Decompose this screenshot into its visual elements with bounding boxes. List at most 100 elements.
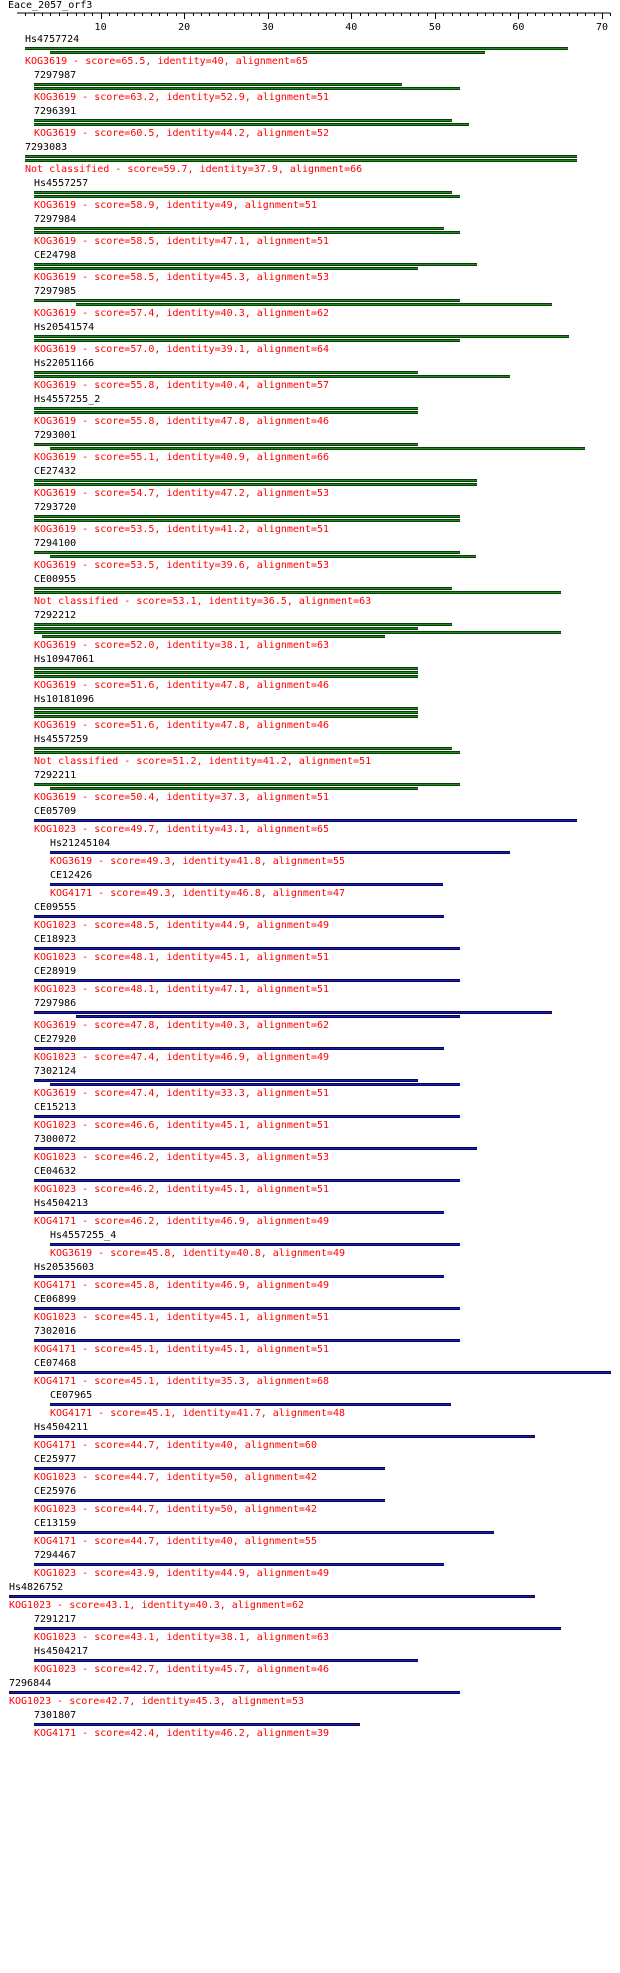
hit-segment-bar xyxy=(34,411,418,414)
sequence-ruler: 10 20 30 40 50 60 70 xyxy=(17,12,611,33)
hit-info: KOG3619 - score=55.8, identity=40.4, ali… xyxy=(34,380,330,391)
hit-segment-bar xyxy=(9,1691,460,1694)
hit-segment-bar xyxy=(34,819,577,822)
hit-name: 7302124 xyxy=(34,1066,77,1077)
hit-name: 7297984 xyxy=(34,214,77,225)
hit-name: Hs4557257 xyxy=(34,178,89,189)
hit-info: KOG3619 - score=47.4, identity=33.3, ali… xyxy=(34,1088,330,1099)
hit-segment-bar xyxy=(34,671,418,674)
hit-segment-bar xyxy=(42,635,385,638)
hit-name: Hs10947061 xyxy=(34,654,95,665)
hit-segment-bar xyxy=(34,783,460,786)
hit-info: KOG1023 - score=47.4, identity=46.9, ali… xyxy=(34,1052,330,1063)
hit-name: 7302016 xyxy=(34,1326,77,1337)
ruler-tick-label: 70 xyxy=(596,22,608,33)
hit-name: 7292211 xyxy=(34,770,77,781)
hit-segment-bar xyxy=(34,515,460,518)
hit-segment-bar xyxy=(34,1467,385,1470)
hit-info: KOG3619 - score=60.5, identity=44.2, ali… xyxy=(34,128,330,139)
hit-info: KOG1023 - score=42.7, identity=45.3, ali… xyxy=(9,1696,305,1707)
hit-info: KOG3619 - score=58.5, identity=45.3, ali… xyxy=(34,272,330,283)
hit-segment-bar xyxy=(9,1595,535,1598)
hit-segment-bar xyxy=(34,191,452,194)
hit-segment-bar xyxy=(34,375,510,378)
hit-segment-bar xyxy=(50,1403,451,1406)
hit-info: KOG4171 - score=49.3, identity=46.8, ali… xyxy=(50,888,346,899)
hit-segment-bar xyxy=(34,1211,444,1214)
hit-name: 7297987 xyxy=(34,70,77,81)
hit-segment-bar xyxy=(34,1339,460,1342)
hit-info: Not classified - score=51.2, identity=41… xyxy=(34,756,372,767)
hit-segment-bar xyxy=(34,1723,360,1726)
hit-segment-bar xyxy=(34,623,452,626)
hit-name: 7293083 xyxy=(25,142,68,153)
hit-segment-bar xyxy=(34,371,418,374)
hit-segment-bar xyxy=(50,555,476,558)
hit-name: CE07468 xyxy=(34,1358,77,1369)
hit-info: KOG1023 - score=44.7, identity=50, align… xyxy=(34,1504,317,1515)
hit-info: KOG1023 - score=45.1, identity=45.1, ali… xyxy=(34,1312,330,1323)
hit-info: KOG3619 - score=65.5, identity=40, align… xyxy=(25,56,308,67)
hit-segment-bar xyxy=(50,787,418,790)
hit-info: KOG4171 - score=45.1, identity=41.7, ali… xyxy=(50,1408,346,1419)
hit-segment-bar xyxy=(34,227,444,230)
hit-name: Hs4826752 xyxy=(9,1582,64,1593)
hit-name: 7291217 xyxy=(34,1614,77,1625)
hit-segment-bar xyxy=(34,1147,477,1150)
hit-name: Hs20541574 xyxy=(34,322,95,333)
hit-name: 7294467 xyxy=(34,1550,77,1561)
hit-info: KOG1023 - score=49.7, identity=43.1, ali… xyxy=(34,824,330,835)
hit-name: Hs4504217 xyxy=(34,1646,89,1657)
hit-info: KOG3619 - score=58.5, identity=47.1, ali… xyxy=(34,236,330,247)
hit-info: KOG3619 - score=57.4, identity=40.3, ali… xyxy=(34,308,330,319)
hit-info: KOG3619 - score=53.5, identity=39.6, ali… xyxy=(34,560,330,571)
hit-segment-bar xyxy=(50,447,585,450)
hit-name: Hs4757724 xyxy=(25,34,80,45)
hit-segment-bar xyxy=(34,1531,494,1534)
hit-segment-bar xyxy=(34,675,418,678)
hit-segment-bar xyxy=(34,1435,535,1438)
hit-segment-bar xyxy=(34,479,477,482)
hit-name: Hs4557259 xyxy=(34,734,89,745)
ruler-tick-label: 50 xyxy=(429,22,441,33)
hit-info: KOG1023 - score=46.6, identity=45.1, ali… xyxy=(34,1120,330,1131)
hit-segment-bar xyxy=(34,1275,444,1278)
hit-info: KOG4171 - score=45.1, identity=45.1, ali… xyxy=(34,1344,330,1355)
hit-name: Hs4557255_2 xyxy=(34,394,101,405)
hit-name: 7300072 xyxy=(34,1134,77,1145)
hit-name: CE28919 xyxy=(34,966,77,977)
hit-segment-bar xyxy=(25,47,568,50)
hit-name: CE25977 xyxy=(34,1454,77,1465)
ruler-tick-label: 40 xyxy=(345,22,357,33)
hit-segment-bar xyxy=(34,87,460,90)
hit-name: Hs22051166 xyxy=(34,358,95,369)
hit-info: KOG3619 - score=47.8, identity=40.3, ali… xyxy=(34,1020,330,1031)
hit-segment-bar xyxy=(34,1011,552,1014)
hit-name: CE00955 xyxy=(34,574,77,585)
hit-segment-bar xyxy=(76,303,552,306)
hit-segment-bar xyxy=(34,1047,444,1050)
hit-segment-bar xyxy=(34,519,460,522)
hit-info: KOG3619 - score=55.8, identity=47.8, ali… xyxy=(34,416,330,427)
ruler-tick-label: 10 xyxy=(95,22,107,33)
hit-name: CE09555 xyxy=(34,902,77,913)
hit-segment-bar xyxy=(34,591,561,594)
hit-segment-bar xyxy=(50,851,510,854)
hit-info: Not classified - score=59.7, identity=37… xyxy=(25,164,363,175)
hit-segment-bar xyxy=(34,1115,460,1118)
hit-info: KOG1023 - score=43.9, identity=44.9, ali… xyxy=(34,1568,330,1579)
ruler-tick-label: 60 xyxy=(512,22,524,33)
hit-segment-bar xyxy=(34,751,460,754)
hit-name: CE27920 xyxy=(34,1034,77,1045)
hit-info: KOG4171 - score=45.1, identity=35.3, ali… xyxy=(34,1376,330,1387)
hit-info: KOG1023 - score=43.1, identity=40.3, ali… xyxy=(9,1600,305,1611)
hit-name: 7294100 xyxy=(34,538,77,549)
hit-info: KOG4171 - score=44.7, identity=40, align… xyxy=(34,1536,317,1547)
hit-segment-bar xyxy=(76,1015,460,1018)
hit-info: KOG1023 - score=46.2, identity=45.1, ali… xyxy=(34,1184,330,1195)
ruler-tick-label: 30 xyxy=(262,22,274,33)
hit-name: CE25976 xyxy=(34,1486,77,1497)
hit-segment-bar xyxy=(34,667,418,670)
hit-name: 7296844 xyxy=(9,1678,52,1689)
hit-segment-bar xyxy=(34,1179,460,1182)
